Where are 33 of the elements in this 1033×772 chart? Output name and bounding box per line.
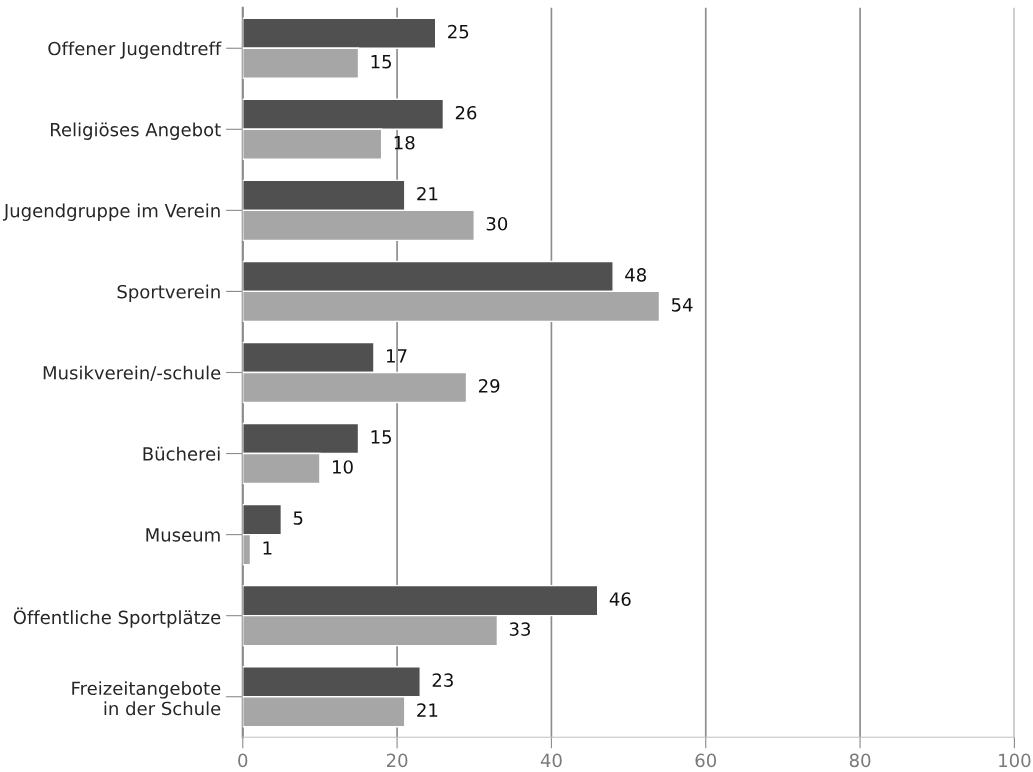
data-label: 21 bbox=[417, 703, 438, 717]
y-tick-label: Öffentliche Sportplätze bbox=[13, 607, 221, 628]
y-tick-label: Freizeitangebote in der Schule bbox=[72, 681, 221, 716]
y-tick-label: Musikverein/-schule bbox=[43, 365, 221, 382]
x-tick-label: 80 bbox=[849, 753, 871, 768]
data-label: 17 bbox=[387, 349, 407, 363]
y-tick-label: Jugendgruppe im Verein bbox=[2, 203, 220, 221]
data-label: 33 bbox=[509, 622, 531, 636]
y-tick-label: Offener Jugendtreff bbox=[48, 41, 222, 59]
data-label: 23 bbox=[432, 673, 453, 687]
data-label: 15 bbox=[371, 430, 392, 444]
y-tick-label: Museum bbox=[146, 528, 220, 542]
data-label: 26 bbox=[455, 105, 477, 120]
y-tick-label: Sportverein bbox=[117, 284, 220, 303]
y-tick-label: Bücherei bbox=[143, 446, 220, 461]
data-label: 30 bbox=[486, 216, 508, 231]
x-tick-label: 40 bbox=[540, 753, 562, 768]
data-label: 18 bbox=[394, 135, 415, 150]
x-tick-label: 60 bbox=[695, 753, 717, 768]
x-tick-label: 0 bbox=[238, 753, 248, 768]
data-label: 29 bbox=[478, 379, 500, 393]
x-tick-label: 20 bbox=[386, 753, 408, 768]
data-label: 5 bbox=[293, 511, 303, 525]
data-label: 1 bbox=[263, 541, 272, 555]
x-tick-label: 100 bbox=[999, 753, 1031, 768]
y-tick-label: Religiöses Angebot bbox=[50, 122, 221, 140]
data-label: 15 bbox=[371, 55, 392, 69]
data-label: 21 bbox=[417, 186, 438, 201]
data-label: 25 bbox=[448, 24, 469, 39]
data-label: 54 bbox=[671, 298, 693, 312]
data-label: 10 bbox=[333, 460, 353, 474]
data-label: 48 bbox=[625, 268, 646, 282]
data-label: 46 bbox=[609, 592, 631, 606]
